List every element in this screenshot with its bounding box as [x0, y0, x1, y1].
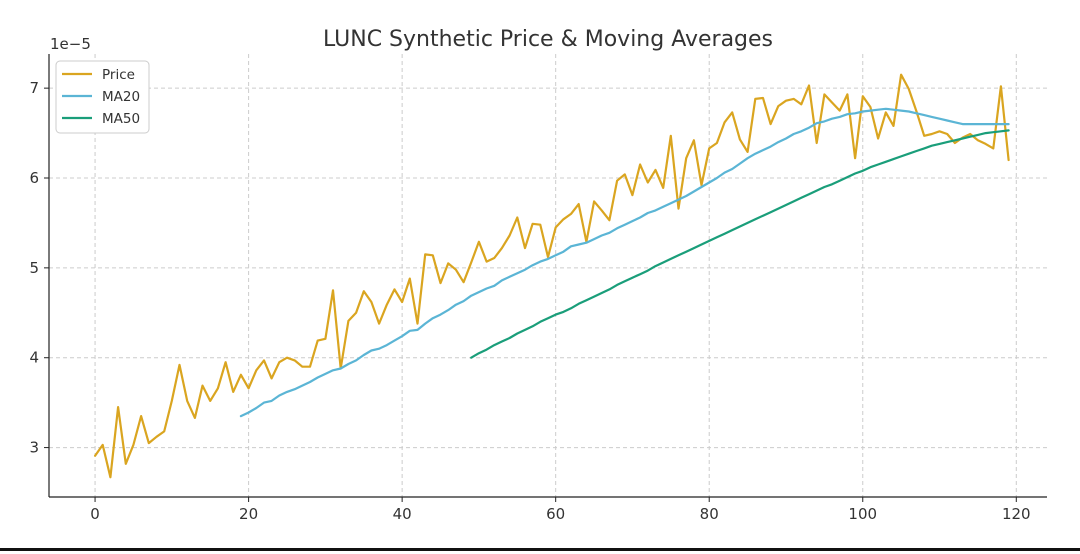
x-tick-label-60: 60 — [546, 505, 565, 523]
series-line-ma20 — [239, 107, 1010, 418]
legend-label-price: Price — [102, 67, 135, 83]
series-line-price — [93, 73, 1010, 479]
chart-title: LUNC Synthetic Price & Moving Averages — [323, 27, 773, 52]
axes: 0 20 40 60 80 100 120 3 4 5 6 7 — [29, 54, 1047, 523]
legend-label-ma50: MA50 — [102, 111, 140, 127]
y-tick-label-7: 7 — [29, 79, 39, 97]
x-tick-label-0: 0 — [90, 505, 100, 523]
x-tick-label-80: 80 — [700, 505, 719, 523]
legend-label-ma20: MA20 — [102, 89, 140, 105]
series-layer — [93, 73, 1010, 479]
y-tick-label-4: 4 — [29, 349, 39, 367]
x-tick-label-100: 100 — [848, 505, 877, 523]
grid-lines — [49, 54, 1047, 497]
y-tick-label-3: 3 — [29, 439, 39, 457]
bottom-border — [0, 548, 1080, 551]
legend: Price MA20 MA50 — [55, 60, 150, 134]
y-tick-label-6: 6 — [29, 169, 39, 187]
axis-offset-label: 1e−5 — [50, 35, 91, 53]
series-line-ma50 — [470, 129, 1010, 359]
legend-box — [55, 60, 150, 134]
x-tick-label-40: 40 — [393, 505, 412, 523]
x-tick-label-20: 20 — [239, 505, 258, 523]
y-tick-label-5: 5 — [29, 259, 39, 277]
x-tick-label-120: 120 — [1002, 505, 1031, 523]
